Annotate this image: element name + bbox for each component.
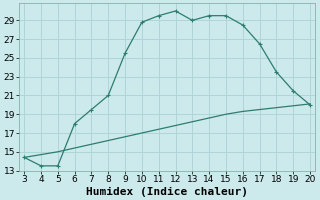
X-axis label: Humidex (Indice chaleur): Humidex (Indice chaleur) (86, 186, 248, 197)
